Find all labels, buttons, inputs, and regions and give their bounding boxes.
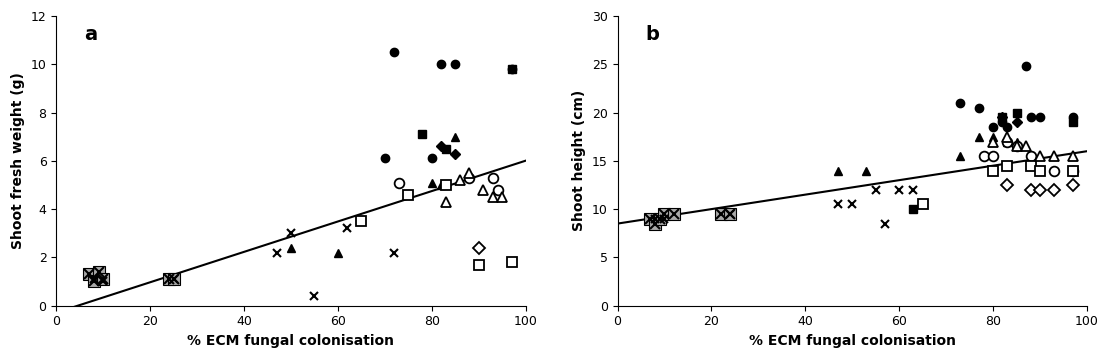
Y-axis label: Shoot fresh weight (g): Shoot fresh weight (g) <box>11 73 26 249</box>
Text: b: b <box>646 25 659 44</box>
Text: a: a <box>84 25 98 44</box>
X-axis label: % ECM fungal colonisation: % ECM fungal colonisation <box>749 334 956 348</box>
X-axis label: % ECM fungal colonisation: % ECM fungal colonisation <box>188 334 394 348</box>
Y-axis label: Shoot height (cm): Shoot height (cm) <box>573 90 586 232</box>
